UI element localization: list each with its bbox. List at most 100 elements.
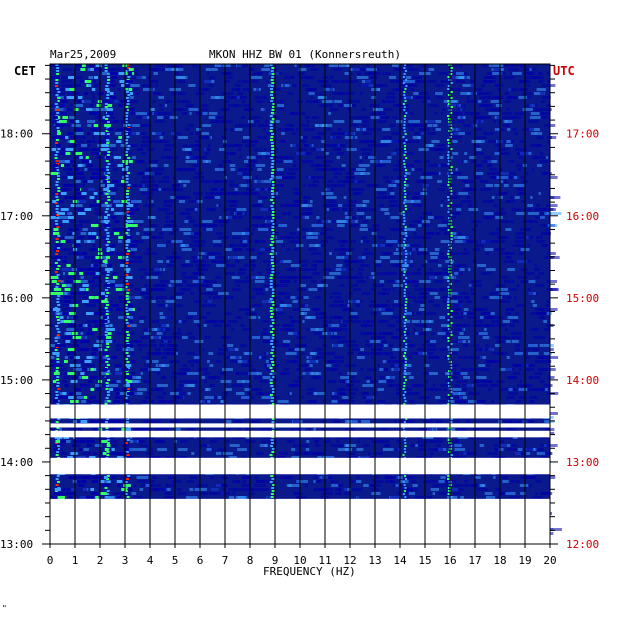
heatmap-texture (456, 208, 462, 211)
heatmap-texture (289, 384, 292, 387)
heatmap-texture (242, 104, 247, 107)
heatmap-texture (225, 272, 235, 275)
heatmap-texture (326, 208, 330, 211)
heatmap-texture (151, 360, 159, 363)
heatmap-texture (451, 136, 463, 139)
heatmap-texture (415, 352, 423, 355)
heatmap-texture (160, 156, 171, 159)
band-0.3-hz (57, 100, 61, 102)
heatmap-texture (282, 368, 289, 371)
heatmap-texture (250, 396, 255, 399)
heatmap-texture (188, 108, 199, 111)
heatmap-texture (429, 268, 433, 271)
heatmap-texture (519, 140, 525, 143)
heatmap-texture (218, 320, 224, 323)
heatmap-texture (356, 168, 366, 171)
heatmap-texture (315, 328, 324, 331)
heatmap-texture (363, 484, 370, 487)
heatmap-texture (230, 180, 234, 183)
heatmap-texture (496, 496, 501, 499)
heatmap-texture (122, 116, 131, 119)
heatmap-texture (476, 88, 483, 91)
heatmap-texture (236, 380, 245, 383)
band-2.3-hz (106, 91, 110, 93)
band-0.3-hz (56, 385, 60, 387)
heatmap-texture (392, 164, 402, 167)
heatmap-texture (151, 272, 158, 275)
heatmap-texture (65, 296, 76, 299)
band-0.3-hz (55, 106, 59, 108)
heatmap-texture (210, 120, 216, 123)
heatmap-texture (331, 80, 338, 83)
heatmap-texture (383, 84, 388, 87)
heatmap-texture (308, 356, 313, 359)
heatmap-texture (141, 132, 145, 135)
heatmap-texture (436, 448, 444, 451)
heatmap-texture (272, 476, 276, 479)
heatmap-texture (312, 180, 319, 183)
heatmap-texture (80, 236, 85, 239)
heatmap-texture (297, 364, 309, 367)
heatmap-texture (177, 492, 187, 495)
heatmap-texture (211, 260, 224, 263)
heatmap-texture (78, 280, 88, 283)
heatmap-texture (119, 236, 127, 239)
heatmap-texture (536, 240, 546, 243)
band-0.3-hz (55, 484, 59, 486)
heatmap-texture (193, 176, 200, 179)
heatmap-texture (417, 296, 425, 299)
heatmap-texture (237, 172, 246, 175)
heatmap-texture (504, 328, 508, 331)
heatmap-texture (111, 340, 116, 343)
heatmap-texture (193, 320, 200, 323)
heatmap-texture (460, 116, 464, 119)
heatmap-texture (182, 336, 188, 339)
heatmap-texture (441, 220, 450, 223)
heatmap-texture (220, 372, 226, 375)
heatmap-texture (360, 140, 364, 143)
heatmap-texture (331, 368, 336, 371)
heatmap-texture (351, 400, 355, 403)
heatmap-texture (212, 296, 221, 299)
heatmap-texture (189, 236, 199, 239)
heatmap-texture (448, 292, 459, 295)
heatmap-texture (152, 352, 162, 355)
heatmap-texture (493, 204, 498, 207)
heatmap-texture (428, 448, 440, 451)
heatmap-texture (514, 232, 525, 235)
heatmap-texture (204, 88, 211, 91)
heatmap-texture (164, 456, 168, 459)
heatmap-texture (437, 144, 446, 147)
heatmap-texture (470, 92, 476, 95)
heatmap-texture (351, 348, 360, 351)
heatmap-texture (111, 380, 120, 383)
heatmap-texture (213, 180, 225, 183)
heatmap-texture (440, 324, 452, 327)
heatmap-texture (91, 348, 104, 351)
heatmap-texture (128, 484, 137, 487)
heatmap-texture (304, 116, 310, 119)
heatmap-texture (198, 280, 209, 283)
heatmap-texture (130, 360, 137, 363)
heatmap-texture (254, 160, 258, 163)
heatmap-texture (144, 396, 151, 399)
heatmap-texture (198, 136, 211, 139)
heatmap-texture (379, 280, 385, 283)
heatmap-texture (445, 396, 452, 399)
heatmap-texture (362, 204, 365, 207)
heatmap-texture (458, 392, 466, 395)
heatmap-texture (263, 180, 272, 183)
heatmap-texture (369, 380, 380, 383)
heatmap-texture (547, 532, 554, 535)
heatmap-texture (306, 328, 310, 331)
heatmap-texture (182, 364, 188, 367)
heatmap-texture (470, 288, 474, 291)
heatmap-texture (222, 144, 231, 147)
heatmap-texture (447, 436, 450, 439)
heatmap-texture (495, 284, 499, 287)
heatmap-texture (258, 200, 263, 203)
heatmap-texture (360, 368, 364, 371)
heatmap-texture (213, 116, 224, 119)
heatmap-texture (293, 248, 299, 251)
band-0.3-hz (56, 328, 60, 330)
